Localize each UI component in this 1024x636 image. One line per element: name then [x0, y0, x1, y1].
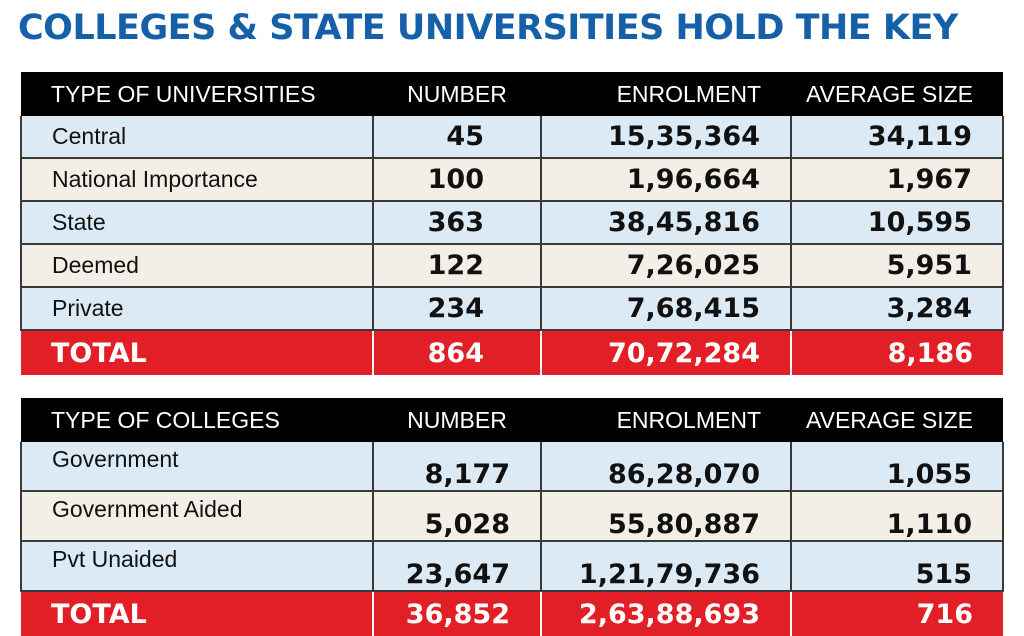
- row-number: 363: [373, 201, 542, 245]
- table-header: TYPE OF COLLEGES NUMBER ENROLMENT AVERAG…: [21, 398, 1003, 442]
- header-number: NUMBER: [373, 398, 541, 442]
- table-row: State 363 38,45,816 10,595: [20, 201, 1004, 245]
- table-row: Central 45 15,35,364 34,119: [20, 116, 1004, 159]
- row-type: State: [20, 201, 374, 245]
- row-type: Central: [20, 116, 374, 159]
- row-enrolment: 7,68,415: [541, 287, 792, 331]
- row-type: Government Aided: [20, 491, 374, 542]
- row-number: 100: [373, 158, 542, 202]
- row-enrolment: 1,96,664: [541, 158, 792, 202]
- row-average-size: 1,055: [791, 442, 1004, 492]
- header-number: NUMBER: [373, 72, 541, 116]
- table-row: Government 8,177 86,28,070 1,055: [20, 442, 1004, 492]
- row-type: Private: [20, 287, 374, 331]
- row-type: Deemed: [20, 244, 374, 288]
- total-row: TOTAL 864 70,72,284 8,186: [21, 330, 1003, 375]
- row-average-size: 34,119: [791, 116, 1004, 159]
- row-enrolment: 38,45,816: [541, 201, 792, 245]
- total-label: TOTAL: [21, 591, 374, 636]
- header-type: TYPE OF UNIVERSITIES: [21, 72, 373, 116]
- row-type: Pvt Unaided: [20, 541, 374, 592]
- header-average-size: AVERAGE SIZE: [791, 72, 1003, 116]
- table-row: Private 234 7,68,415 3,284: [20, 287, 1004, 331]
- total-enrolment: 70,72,284: [541, 330, 792, 375]
- table-row: Pvt Unaided 23,647 1,21,79,736 515: [20, 541, 1004, 592]
- row-average-size: 1,967: [791, 158, 1004, 202]
- row-enrolment: 1,21,79,736: [541, 541, 792, 592]
- row-average-size: 5,951: [791, 244, 1004, 288]
- total-label: TOTAL: [21, 330, 374, 375]
- total-number: 864: [373, 330, 542, 375]
- total-average-size: 8,186: [791, 330, 1003, 375]
- header-average-size: AVERAGE SIZE: [791, 398, 1003, 442]
- row-number: 8,177: [373, 442, 542, 492]
- header-enrolment: ENROLMENT: [541, 398, 791, 442]
- row-number: 45: [373, 116, 542, 159]
- total-number: 36,852: [373, 591, 542, 636]
- universities-table: TYPE OF UNIVERSITIES NUMBER ENROLMENT AV…: [20, 72, 1004, 375]
- row-enrolment: 7,26,025: [541, 244, 792, 288]
- row-number: 23,647: [373, 541, 542, 592]
- total-average-size: 716: [791, 591, 1003, 636]
- row-enrolment: 55,80,887: [541, 491, 792, 542]
- total-enrolment: 2,63,88,693: [541, 591, 792, 636]
- header-enrolment: ENROLMENT: [541, 72, 791, 116]
- page-title: COLLEGES & STATE UNIVERSITIES HOLD THE K…: [18, 8, 958, 48]
- row-number: 122: [373, 244, 542, 288]
- header-type: TYPE OF COLLEGES: [21, 398, 373, 442]
- row-enrolment: 15,35,364: [541, 116, 792, 159]
- table-row: Deemed 122 7,26,025 5,951: [20, 244, 1004, 288]
- row-average-size: 515: [791, 541, 1004, 592]
- table-row: Government Aided 5,028 55,80,887 1,110: [20, 491, 1004, 542]
- row-number: 5,028: [373, 491, 542, 542]
- row-average-size: 1,110: [791, 491, 1004, 542]
- table-row: National Importance 100 1,96,664 1,967: [20, 158, 1004, 202]
- row-type: National Importance: [20, 158, 374, 202]
- colleges-table: TYPE OF COLLEGES NUMBER ENROLMENT AVERAG…: [20, 398, 1004, 636]
- total-row: TOTAL 36,852 2,63,88,693 716: [21, 591, 1003, 636]
- row-average-size: 3,284: [791, 287, 1004, 331]
- table-header: TYPE OF UNIVERSITIES NUMBER ENROLMENT AV…: [21, 72, 1003, 116]
- row-number: 234: [373, 287, 542, 331]
- row-type: Government: [20, 442, 374, 492]
- row-average-size: 10,595: [791, 201, 1004, 245]
- row-enrolment: 86,28,070: [541, 442, 792, 492]
